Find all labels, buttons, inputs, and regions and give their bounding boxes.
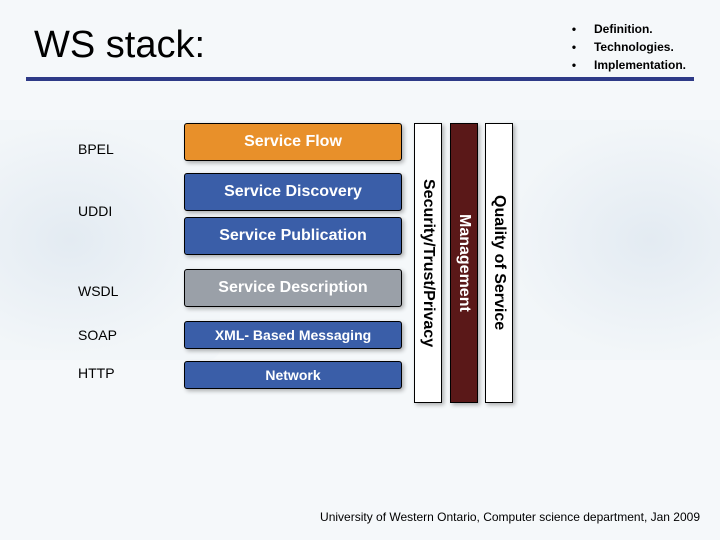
vertical-pillar: Management bbox=[450, 123, 478, 403]
row-label: UDDI bbox=[78, 203, 112, 219]
stack-layer: Network bbox=[184, 361, 402, 389]
row-label: BPEL bbox=[78, 141, 114, 157]
bullet-item: •Definition. bbox=[554, 20, 686, 38]
bullet-dot-icon: • bbox=[554, 20, 594, 38]
header: WS stack: •Definition.•Technologies.•Imp… bbox=[0, 0, 720, 67]
vertical-pillar: Security/Trust/Privacy bbox=[414, 123, 442, 403]
bullet-list: •Definition.•Technologies.•Implementatio… bbox=[554, 20, 686, 74]
bullet-text: Implementation. bbox=[594, 56, 686, 74]
stack-layer: XML- Based Messaging bbox=[184, 321, 402, 349]
bullet-text: Definition. bbox=[594, 20, 653, 38]
layer-stack: Service Flow Service Discovery Service Pub… bbox=[184, 123, 402, 393]
stack-layer: Service Flow bbox=[184, 123, 402, 161]
bullet-dot-icon: • bbox=[554, 56, 594, 74]
bullet-item: •Technologies. bbox=[554, 38, 686, 56]
stack-layer: Service Description bbox=[184, 269, 402, 307]
title-rule bbox=[26, 77, 694, 81]
ws-stack-diagram: BPELUDDIWSDLSOAPHTTP Service FlowService… bbox=[0, 141, 720, 441]
row-label: HTTP bbox=[78, 365, 115, 381]
bullet-text: Technologies. bbox=[594, 38, 674, 56]
vertical-pillar: Quality of Service bbox=[485, 123, 513, 403]
page-title: WS stack: bbox=[34, 24, 205, 67]
stack-layer: Service Discovery bbox=[184, 173, 402, 211]
pillar-label: Security/Trust/Privacy bbox=[419, 179, 437, 347]
pillar-label: Quality of Service bbox=[490, 195, 508, 330]
row-label: WSDL bbox=[78, 283, 118, 299]
bullet-dot-icon: • bbox=[554, 38, 594, 56]
bullet-item: •Implementation. bbox=[554, 56, 686, 74]
stack-layer: Service Publication bbox=[184, 217, 402, 255]
pillar-label: Management bbox=[455, 214, 473, 312]
footer-text: University of Western Ontario, Computer … bbox=[320, 510, 700, 524]
row-label: SOAP bbox=[78, 327, 117, 343]
